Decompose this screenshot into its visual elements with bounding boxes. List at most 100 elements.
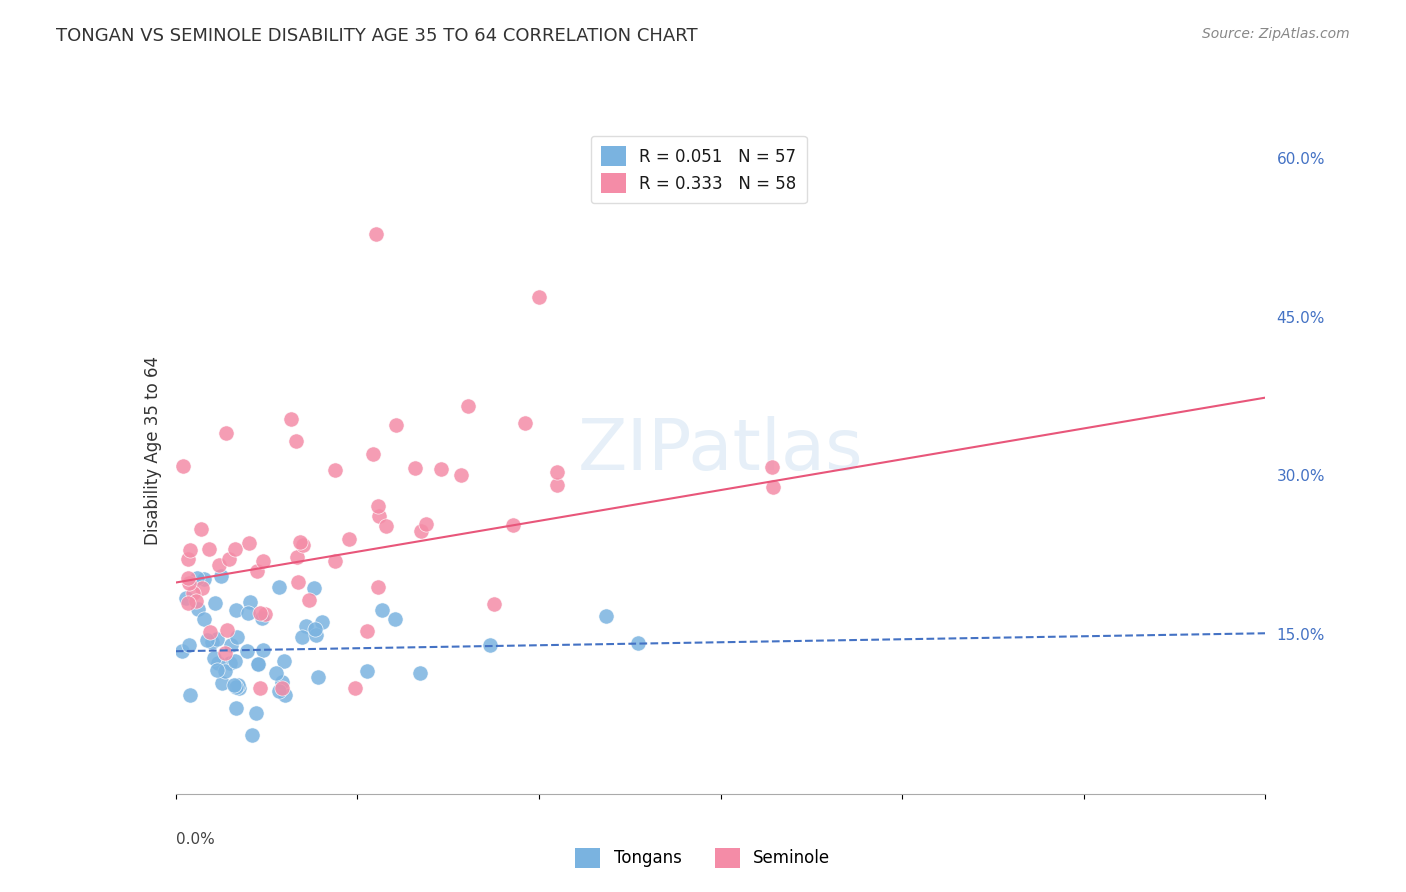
Seminole [172,459,194,474]
Seminole [271,681,294,696]
Seminole [177,596,200,610]
Seminole [285,550,308,565]
Seminole [291,538,314,552]
Tongans [226,630,249,644]
Tongans [239,595,262,609]
Tongans [245,706,267,720]
Tongans [408,666,430,681]
Tongans [179,688,201,702]
Seminole [179,543,201,558]
Text: 30.0%: 30.0% [1277,469,1324,484]
Tongans [172,643,194,657]
Seminole [198,542,221,557]
Seminole [404,461,426,475]
Tongans [626,636,648,650]
Text: ZIPatlas: ZIPatlas [578,416,863,485]
Seminole [198,625,221,640]
Tongans [236,606,259,620]
Seminole [502,517,524,532]
Tongans [225,680,247,694]
Seminole [253,607,276,622]
Seminole [546,465,568,479]
Tongans [371,603,394,617]
Seminole [482,598,505,612]
Tongans [226,678,249,692]
Seminole [361,447,384,461]
Seminole [323,463,346,477]
Text: Source: ZipAtlas.com: Source: ZipAtlas.com [1202,27,1350,41]
Seminole [415,517,437,532]
Tongans [307,670,329,684]
Seminole [375,518,398,533]
Tongans [219,638,242,652]
Seminole [356,624,378,638]
Seminole [224,542,246,557]
Seminole [761,460,783,475]
Seminole [215,623,238,637]
Seminole [337,533,360,547]
Tongans [207,656,229,670]
Tongans [211,675,233,690]
Tongans [240,728,263,742]
Seminole [215,426,238,441]
Tongans [250,611,273,625]
Tongans [187,602,209,616]
Tongans [225,603,247,617]
Seminole [527,290,550,304]
Tongans [266,666,288,681]
Tongans [304,622,326,636]
Tongans [201,635,224,649]
Seminole [214,646,236,660]
Legend: Tongans, Seminole: Tongans, Seminole [569,841,837,875]
Seminole [368,509,391,524]
Seminole [184,594,207,608]
Seminole [208,558,231,572]
Tongans [273,654,295,668]
Seminole [285,434,308,449]
Tongans [186,571,208,585]
Seminole [177,570,200,584]
Tongans [195,632,218,647]
Seminole [238,536,260,550]
Seminole [409,524,432,538]
Tongans [269,684,291,698]
Tongans [247,657,270,671]
Seminole [367,580,389,594]
Text: 60.0%: 60.0% [1277,153,1324,168]
Tongans [274,688,297,702]
Seminole [249,607,271,621]
Seminole [457,400,479,414]
Seminole [515,416,537,430]
Seminole [323,554,346,568]
Seminole [246,564,269,578]
Seminole [280,412,302,426]
Seminole [762,480,785,494]
Seminole [288,535,311,549]
Tongans [179,638,201,652]
Text: 45.0%: 45.0% [1277,311,1324,326]
Tongans [247,657,270,671]
Seminole [249,681,271,696]
Text: 15.0%: 15.0% [1277,628,1324,643]
Tongans [595,609,617,624]
Seminole [343,681,366,696]
Tongans [224,654,246,668]
Tongans [267,580,290,594]
Tongans [304,581,326,595]
Seminole [218,551,240,566]
Tongans [225,701,247,715]
Tongans [228,681,250,695]
Seminole [385,418,408,433]
Y-axis label: Disability Age 35 to 64: Disability Age 35 to 64 [143,356,162,545]
Seminole [191,581,214,595]
Seminole [177,551,200,566]
Tongans [294,619,316,633]
Tongans [211,569,233,583]
Seminole [367,500,389,514]
Seminole [287,575,309,590]
Seminole [430,462,453,476]
Tongans [205,632,228,646]
Seminole [450,468,472,483]
Tongans [305,628,328,642]
Tongans [271,674,294,689]
